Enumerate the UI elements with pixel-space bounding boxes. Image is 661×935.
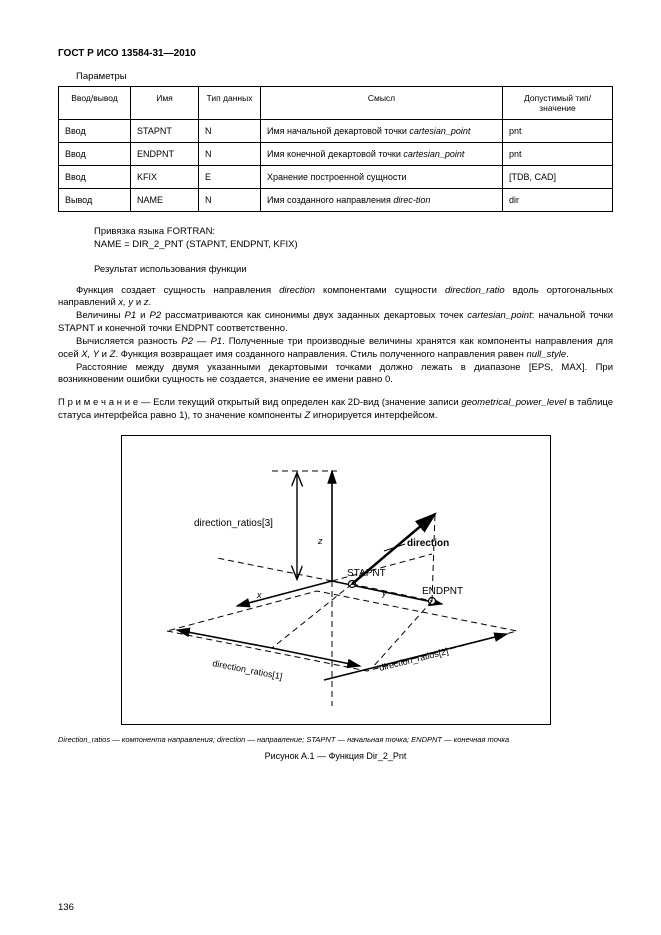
label-direction: direction [407, 538, 449, 549]
page: ГОСТ Р ИСО 13584-31—2010 Параметры Ввод/… [0, 0, 661, 935]
cell-allowed: pnt [503, 120, 613, 143]
figure-caption-legend: Direction_ratios — компонента направлени… [58, 735, 613, 745]
result-label: Результат использования функции [94, 264, 613, 275]
figure-svg: direction_ratios[3] direction STAPNT END… [122, 436, 551, 725]
cell-io: Ввод [59, 120, 131, 143]
cell-type: N [199, 189, 261, 212]
cell-io: Ввод [59, 166, 131, 189]
cell-allowed: [TDB, CAD] [503, 166, 613, 189]
page-number: 136 [58, 902, 74, 913]
label-stapnt: STAPNT [347, 568, 386, 579]
cell-meaning: Имя конечной декартовой точки cartesian_… [261, 143, 503, 166]
figure-box: direction_ratios[3] direction STAPNT END… [121, 435, 551, 725]
note-label: П р и м е ч а н и е [58, 397, 138, 408]
table-row: Вывод NAME N Имя созданного направления … [59, 189, 613, 212]
body-paragraphs: Функция создает сущность направления dir… [58, 285, 613, 388]
parameters-label: Параметры [76, 71, 613, 82]
figure-wrap: direction_ratios[3] direction STAPNT END… [121, 435, 551, 725]
th-allowed: Допустимый тип/значение [503, 87, 613, 120]
cell-name: STAPNT [131, 120, 199, 143]
table-header-row: Ввод/вывод Имя Тип данных Смысл Допустим… [59, 87, 613, 120]
th-io: Ввод/вывод [59, 87, 131, 120]
table-row: Ввод STAPNT N Имя начальной декартовой т… [59, 120, 613, 143]
label-dr3: direction_ratios[3] [194, 518, 273, 529]
table-row: Ввод ENDPNT N Имя конечной декартовой то… [59, 143, 613, 166]
table-row: Ввод KFIX E Хранение построенной сущност… [59, 166, 613, 189]
cell-io: Ввод [59, 143, 131, 166]
label-z: z [317, 536, 323, 546]
label-y: y [381, 588, 387, 598]
cell-allowed: dir [503, 189, 613, 212]
cell-meaning: Имя созданного направления direc-tion [261, 189, 503, 212]
th-type: Тип данных [199, 87, 261, 120]
label-endpnt: ENDPNT [422, 586, 463, 597]
cell-allowed: pnt [503, 143, 613, 166]
note-block: П р и м е ч а н и е — Если текущий откры… [58, 397, 613, 423]
label-x: x [256, 590, 262, 600]
label-dr2: direction_ratios[2] [378, 646, 449, 673]
cell-type: E [199, 166, 261, 189]
fortran-binding: Привязка языка FORTRAN: NAME = DIR_2_PNT… [94, 226, 613, 252]
cell-name: NAME [131, 189, 199, 212]
cell-meaning: Хранение построенной сущности [261, 166, 503, 189]
figure-title: Рисунок A.1 — Функция Dir_2_Pnt [58, 751, 613, 761]
binding-code: NAME = DIR_2_PNT (STAPNT, ENDPNT, KFIX) [94, 239, 298, 250]
cell-type: N [199, 143, 261, 166]
th-name: Имя [131, 87, 199, 120]
parameters-table: Ввод/вывод Имя Тип данных Смысл Допустим… [58, 86, 613, 212]
cell-io: Вывод [59, 189, 131, 212]
cell-meaning: Имя начальной декартовой точки cartesian… [261, 120, 503, 143]
label-dr1: direction_ratios[1] [211, 658, 283, 681]
document-header: ГОСТ Р ИСО 13584-31—2010 [58, 48, 613, 59]
th-meaning: Смысл [261, 87, 503, 120]
cell-name: KFIX [131, 166, 199, 189]
binding-label: Привязка языка FORTRAN: [94, 226, 215, 237]
cell-name: ENDPNT [131, 143, 199, 166]
cell-type: N [199, 120, 261, 143]
